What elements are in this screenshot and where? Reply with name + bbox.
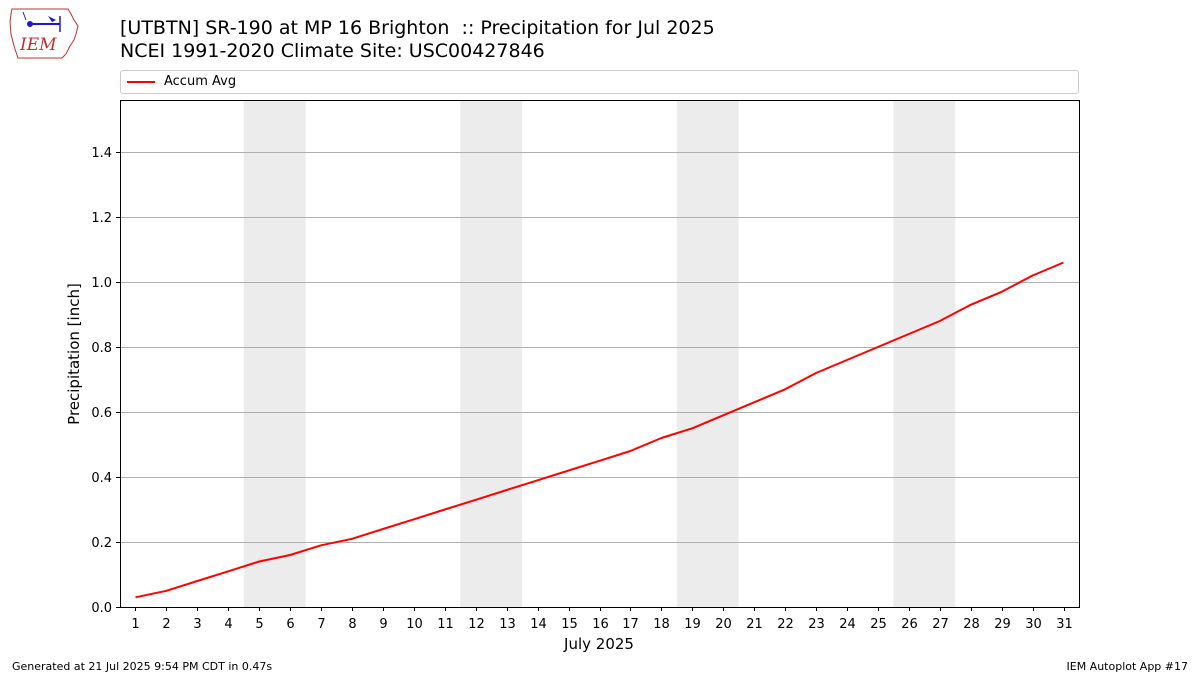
y-axis: 0.0 0.2 0.4 0.6 0.8 1.0 1.2 1.4	[91, 146, 120, 616]
x-tick-label: 7	[317, 617, 325, 632]
x-tick-label: 29	[994, 617, 1011, 632]
x-tick-label: 31	[1056, 617, 1073, 632]
x-axis: 1 2 3 4 5 6 7 8 9 10 11 12 13 14 15 16 17 18 19 20 21 22 23 24 2…	[131, 607, 1073, 632]
legend-label: Accum Avg	[164, 74, 237, 89]
x-tick-label: 11	[437, 617, 454, 632]
y-tick-label: 1.0	[91, 276, 112, 291]
y-tick-label: 0.8	[91, 341, 112, 356]
series-line-accum-avg	[135, 261, 1064, 599]
chart-title: [UTBTN] SR-190 at MP 16 Brighton :: Prec…	[120, 17, 715, 63]
y-tick-label: 0.0	[91, 601, 112, 616]
x-tick-label: 13	[499, 617, 516, 632]
x-tick-label: 18	[653, 617, 670, 632]
x-tick-label: 30	[1025, 617, 1042, 632]
x-tick-label: 24	[839, 617, 856, 632]
x-tick-label: 9	[379, 617, 387, 632]
title-line-2: NCEI 1991-2020 Climate Site: USC00427846	[120, 40, 545, 62]
weekend-band	[893, 100, 956, 607]
generated-timestamp: Generated at 21 Jul 2025 9:54 PM CDT in …	[12, 660, 273, 673]
x-tick-label: 25	[870, 617, 887, 632]
iem-logo: IEM	[9, 8, 79, 59]
y-tick-label: 0.6	[91, 406, 112, 421]
weekend-band	[460, 100, 523, 607]
x-tick-label: 16	[592, 617, 609, 632]
chart-legend: Accum Avg	[120, 70, 1079, 94]
series-layer	[135, 261, 1064, 599]
app-label: IEM Autoplot App #17	[1066, 660, 1189, 673]
x-tick-label: 10	[406, 617, 423, 632]
x-tick-label: 23	[808, 617, 825, 632]
iowa-outline-icon	[9, 8, 79, 59]
x-tick-label: 20	[715, 617, 732, 632]
x-tick-label: 17	[622, 617, 639, 632]
x-tick-label: 1	[131, 617, 139, 632]
y-axis-label: Precipitation [inch]	[65, 283, 83, 425]
x-axis-label: July 2025	[563, 635, 634, 653]
y-tick-label: 1.2	[91, 211, 112, 226]
x-tick-label: 19	[684, 617, 701, 632]
x-tick-label: 8	[348, 617, 356, 632]
legend-swatch	[127, 81, 155, 83]
x-tick-label: 12	[468, 617, 485, 632]
x-tick-label: 26	[901, 617, 918, 632]
weekend-band	[243, 100, 306, 607]
x-tick-label: 6	[286, 617, 294, 632]
x-tick-label: 21	[746, 617, 763, 632]
y-tick-label: 0.4	[91, 471, 112, 486]
y-tick-label: 1.4	[91, 146, 112, 161]
x-tick-label: 2	[162, 617, 170, 632]
weekend-band	[676, 100, 739, 607]
x-tick-label: 14	[530, 617, 547, 632]
x-tick-label: 22	[777, 617, 794, 632]
x-tick-label: 3	[193, 617, 201, 632]
grid-lines	[120, 152, 1079, 543]
x-tick-label: 5	[255, 617, 263, 632]
y-tick-label: 0.2	[91, 536, 112, 551]
x-tick-label: 27	[932, 617, 949, 632]
x-tick-label: 15	[561, 617, 578, 632]
title-line-1: [UTBTN] SR-190 at MP 16 Brighton :: Prec…	[120, 17, 715, 39]
weekend-bands	[243, 100, 956, 607]
x-tick-label: 28	[963, 617, 980, 632]
logo-text: IEM	[19, 35, 57, 55]
x-tick-label: 4	[224, 617, 232, 632]
